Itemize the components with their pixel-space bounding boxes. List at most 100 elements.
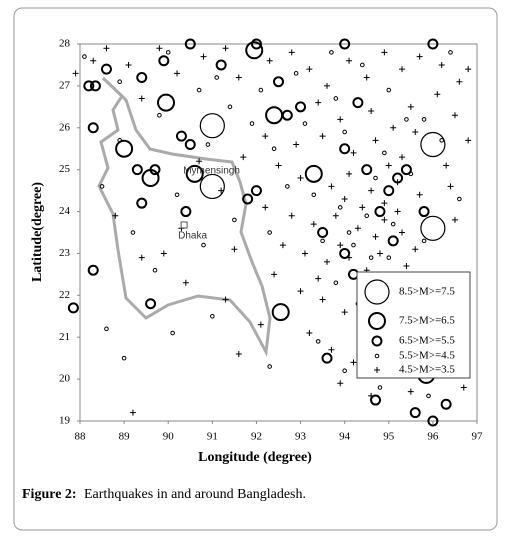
quake-marker: [319, 133, 326, 140]
quake-marker: [235, 74, 242, 81]
quake-marker: [368, 187, 375, 194]
quake-marker: [136, 197, 148, 209]
quake-marker: [416, 191, 423, 198]
annotation: Dhaka: [178, 231, 207, 242]
quake-marker: [262, 133, 269, 140]
quake-marker: [262, 204, 269, 211]
quake-marker: [337, 205, 343, 210]
quake-marker: [346, 57, 353, 64]
quake-marker: [408, 171, 414, 177]
quake-marker: [288, 49, 295, 56]
quake-marker: [293, 141, 300, 148]
quake-marker: [157, 112, 162, 118]
quake-marker: [354, 225, 361, 232]
x-tick-label: 93: [295, 431, 307, 443]
quake-marker: [201, 242, 206, 248]
quake-marker: [184, 139, 196, 151]
quake-marker: [386, 255, 392, 260]
quake-marker: [174, 70, 181, 77]
quake-marker: [273, 76, 284, 88]
legend-label: 4.5>M>=3.5: [399, 364, 455, 376]
quake-marker: [363, 74, 370, 81]
quake-marker: [460, 384, 467, 391]
quake-marker: [215, 59, 227, 71]
quake-marker: [421, 117, 427, 122]
quake-marker: [222, 45, 229, 52]
quake-marker: [439, 138, 445, 143]
y-tick-label: 19: [59, 415, 71, 427]
quake-marker: [131, 164, 143, 176]
quake-marker: [295, 101, 307, 113]
quake-marker: [385, 162, 392, 169]
x-axis-title: Longitude (degree): [198, 450, 312, 465]
quake-marker: [222, 296, 229, 303]
quake-marker: [443, 162, 450, 169]
quake-marker: [412, 128, 419, 135]
quake-marker: [370, 394, 382, 406]
quake-marker: [271, 303, 290, 322]
quake-marker: [320, 238, 325, 244]
quake-marker: [258, 87, 264, 93]
quake-marker: [399, 229, 406, 236]
y-tick-label: 20: [59, 373, 71, 385]
quake-marker: [418, 206, 430, 218]
quake-marker: [350, 149, 357, 156]
quake-marker: [235, 350, 242, 357]
legend-marker: [374, 353, 380, 359]
quake-marker: [409, 407, 421, 419]
y-tick-label: 24: [59, 205, 71, 217]
quake-marker: [337, 116, 344, 123]
quake-marker: [390, 221, 396, 227]
quake-marker: [240, 154, 247, 161]
quake-marker: [145, 298, 157, 310]
quake-marker: [324, 258, 331, 265]
quake-marker: [421, 238, 427, 244]
quake-marker: [138, 254, 145, 261]
quake-marker: [301, 250, 308, 257]
quake-marker: [250, 185, 262, 197]
quake-marker: [376, 250, 383, 257]
quake-marker: [315, 275, 322, 282]
annotation: Mymensingh: [183, 166, 240, 177]
y-tick-label: 28: [59, 38, 71, 50]
quake-marker: [374, 206, 386, 218]
quake-marker: [165, 50, 171, 55]
quake-marker: [315, 339, 321, 344]
quake-marker: [82, 54, 87, 59]
quake-marker: [275, 162, 282, 169]
legend-label: 5.5>M>=4.5: [399, 350, 455, 362]
quake-marker: [346, 254, 353, 261]
quake-marker: [196, 158, 203, 165]
y-tick-label: 27: [59, 79, 71, 91]
quake-marker: [121, 355, 127, 361]
quake-marker: [420, 215, 446, 241]
y-tick-label: 21: [59, 331, 70, 343]
quake-marker: [465, 66, 472, 73]
quake-marker: [381, 216, 388, 223]
quake-marker: [117, 138, 122, 143]
quake-marker: [451, 112, 458, 119]
legend-box: [356, 271, 471, 379]
quake-marker: [185, 164, 204, 183]
quake-marker: [271, 271, 278, 278]
x-tick-label: 90: [163, 431, 175, 443]
quake-marker: [227, 104, 233, 110]
quake-marker: [271, 146, 277, 152]
quake-marker: [72, 70, 79, 77]
quake-marker: [89, 80, 101, 92]
quake-marker: [138, 95, 145, 102]
quake-marker: [328, 183, 335, 190]
x-tick-label: 97: [472, 431, 484, 443]
caption-label: Figure 2:: [22, 487, 77, 502]
quake-marker: [130, 230, 136, 235]
quake-marker: [339, 143, 351, 155]
quake-marker: [297, 288, 304, 295]
quake-marker: [383, 185, 395, 197]
x-tick-label: 95: [383, 431, 395, 443]
caption-text: Earthquakes in and around Bangladesh.: [84, 487, 306, 502]
quake-marker: [377, 385, 383, 390]
quake-marker: [99, 184, 105, 189]
quake-marker: [403, 263, 410, 270]
quake-marker: [83, 80, 95, 92]
